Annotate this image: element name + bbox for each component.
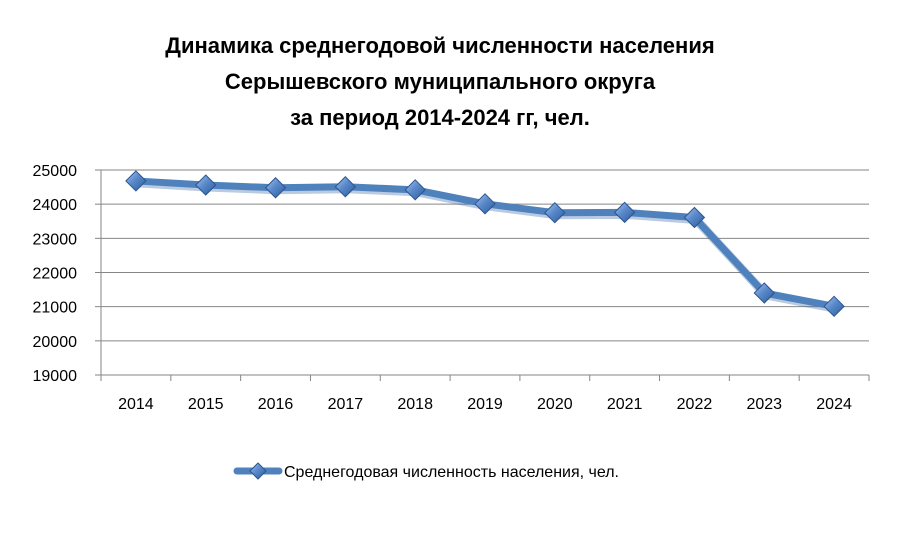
chart-title-line-1: Динамика среднегодовой численности насел… <box>165 33 715 58</box>
x-tick-label: 2022 <box>677 396 713 413</box>
chart-title-line-2: Серышевского муниципального округа <box>224 69 656 94</box>
y-tick-label: 21000 <box>33 300 78 317</box>
x-tick-label: 2023 <box>746 396 782 413</box>
legend: Среднегодовая численность населения, чел… <box>233 462 619 481</box>
y-tick-label: 25000 <box>33 163 78 180</box>
x-tick-labels: 2014 2015 2016 2017 2018 2019 2020 2021 2022 2023… <box>118 396 852 413</box>
data-point-marker <box>125 170 147 192</box>
x-tick-label: 2021 <box>607 396 643 413</box>
x-tick-label: 2018 <box>397 396 433 413</box>
data-point-marker <box>195 174 217 196</box>
data-point-marker <box>823 295 845 318</box>
x-tick-label: 2020 <box>537 396 573 413</box>
chart-title-line-3: за период 2014-2024 гг, чел. <box>290 105 590 130</box>
y-tick-label: 22000 <box>33 266 78 283</box>
data-point-marker <box>264 177 287 199</box>
y-tick-label: 23000 <box>33 231 78 248</box>
x-tick-label: 2014 <box>118 396 154 413</box>
x-tick-label: 2016 <box>258 396 294 413</box>
x-tick-label: 2019 <box>467 396 503 413</box>
y-tick-label: 20000 <box>33 334 78 351</box>
y-tick-label: 19000 <box>33 368 78 385</box>
series-layer <box>125 170 845 318</box>
data-point-marker <box>753 282 775 304</box>
data-point-marker <box>404 179 426 201</box>
legend-label: Среднегодовая численность населения, чел… <box>284 464 619 481</box>
chart-title: Динамика среднегодовой численности насел… <box>0 28 880 136</box>
data-point-marker <box>334 176 357 198</box>
x-tick-label: 2017 <box>328 396 364 413</box>
data-point-marker <box>683 206 706 229</box>
y-tick-label: 24000 <box>33 197 78 214</box>
x-tick-label: 2024 <box>816 396 852 413</box>
x-tick-label: 2015 <box>188 396 224 413</box>
axes <box>95 169 870 381</box>
data-point-marker <box>613 201 636 224</box>
y-tick-labels: 19000 20000 21000 22000 23000 24000 25000 <box>33 163 78 385</box>
data-point-marker <box>544 202 566 224</box>
data-point-marker <box>474 193 496 215</box>
legend-marker-swatch <box>249 462 267 480</box>
